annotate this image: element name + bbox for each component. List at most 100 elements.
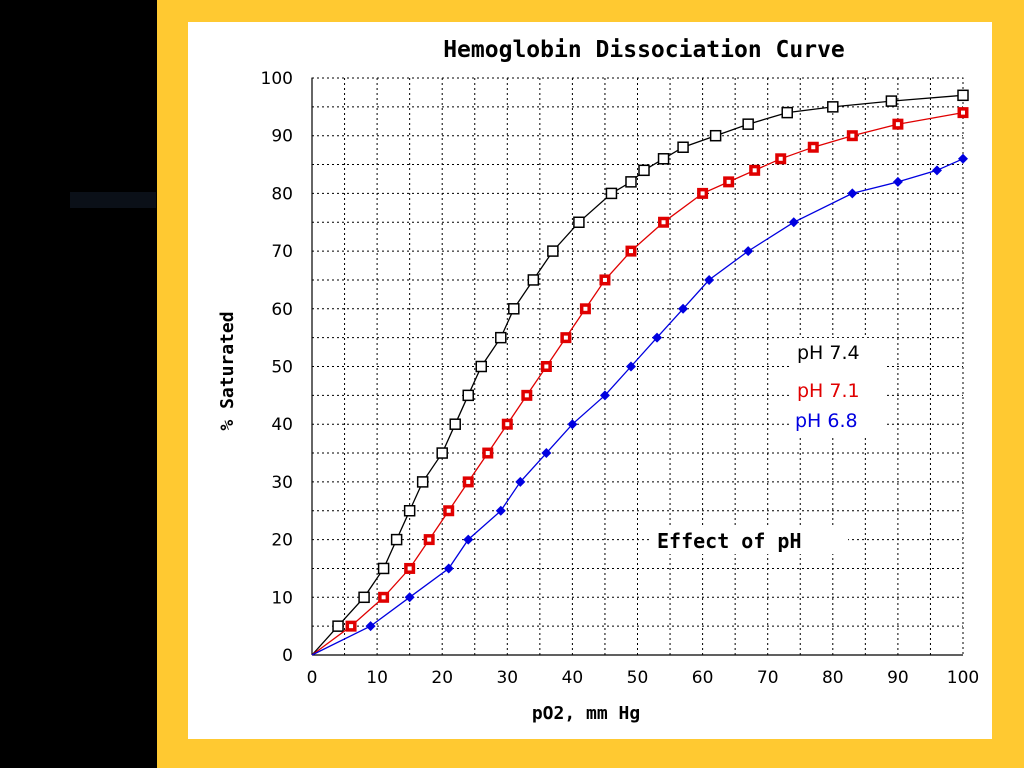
data-point-center: [505, 422, 510, 427]
data-point-center: [485, 451, 490, 456]
data-point: [599, 390, 610, 401]
data-point: [657, 153, 670, 165]
data-point: [332, 620, 344, 632]
y-tick-label: 60: [271, 300, 293, 320]
y-tick-label: 10: [271, 588, 293, 608]
data-point: [957, 89, 969, 102]
data-point: [847, 188, 858, 199]
y-tick-label: 80: [271, 184, 293, 204]
x-tick-label: 90: [887, 668, 909, 688]
data-point: [892, 176, 903, 187]
x-tick-label: 50: [627, 668, 649, 688]
data-point-center: [427, 537, 432, 542]
data-point: [547, 245, 559, 257]
y-tick-label: 40: [271, 415, 293, 435]
series-layer: [311, 89, 969, 656]
data-point-center: [895, 122, 900, 127]
data-point-center: [811, 145, 816, 150]
data-point: [958, 153, 968, 164]
data-point: [527, 274, 540, 286]
data-point-center: [752, 168, 757, 173]
data-point: [390, 533, 403, 546]
x-tick-label: 80: [822, 668, 844, 688]
data-point: [443, 563, 454, 574]
data-point-center: [850, 133, 855, 138]
data-point: [475, 360, 488, 373]
annotation-background: [650, 526, 848, 554]
data-point: [462, 389, 474, 402]
tick-labels: 0 10 20 30 40 50 60 70 80 90 100 0 10 20 30 40 50 60 70 80 9…: [261, 69, 980, 688]
data-point: [638, 164, 650, 177]
data-point-center: [544, 364, 549, 369]
data-point-center: [661, 220, 666, 225]
data-point: [377, 562, 390, 575]
left-black-band: [0, 0, 157, 768]
data-point-center: [726, 179, 731, 184]
legend-entry-ph-7-4: pH 7.4: [797, 342, 860, 364]
series-ph-6-8: [311, 153, 968, 656]
y-tick-label: 20: [271, 531, 293, 551]
data-point: [358, 591, 370, 604]
plot-border: [311, 77, 964, 656]
data-point: [743, 246, 754, 257]
data-point: [541, 448, 552, 459]
x-tick-label: 10: [366, 668, 388, 688]
data-point: [625, 361, 636, 372]
data-point: [463, 534, 474, 545]
data-point: [827, 101, 839, 113]
x-tick-label: 40: [562, 668, 584, 688]
data-point-center: [628, 249, 633, 254]
data-point-center: [778, 156, 783, 161]
data-point: [625, 176, 637, 188]
legend-background: [790, 338, 886, 435]
series-line: [311, 158, 964, 656]
y-tick-label: 90: [271, 127, 293, 147]
x-tick-label: 100: [947, 668, 979, 688]
x-axis-label: pO2, mm Hg: [532, 703, 640, 724]
data-point: [573, 216, 585, 228]
data-point: [495, 331, 507, 344]
legend-entry-ph-6-8: pH 6.8: [795, 410, 858, 432]
axes: [311, 77, 964, 656]
x-tick-label: 20: [431, 668, 453, 688]
y-tick-label: 100: [261, 69, 293, 89]
data-point: [515, 476, 526, 487]
data-point: [704, 274, 715, 285]
data-point-center: [524, 393, 529, 398]
data-point: [449, 418, 461, 430]
y-tick-label: 70: [271, 242, 293, 262]
dark-smudge: [70, 192, 156, 208]
data-point: [781, 106, 793, 119]
data-point: [365, 621, 376, 632]
data-point: [742, 118, 754, 130]
y-tick-label: 30: [271, 473, 293, 493]
series-ph-7-4: [311, 89, 969, 656]
data-point-center: [381, 595, 386, 600]
data-point: [652, 332, 663, 343]
y-axis-label: % Saturated: [217, 311, 238, 430]
data-point-center: [602, 277, 607, 282]
legend-entry-ph-7-1: pH 7.1: [797, 380, 860, 402]
data-point: [677, 141, 689, 153]
x-tick-label: 70: [757, 668, 779, 688]
y-tick-label: 0: [282, 646, 293, 666]
data-point-center: [700, 191, 705, 196]
data-point-center: [583, 306, 588, 311]
x-tick-label: 0: [307, 668, 318, 688]
series-ph-7-1: [311, 107, 969, 656]
data-point-center: [563, 335, 568, 340]
data-point-center: [446, 508, 451, 513]
data-point: [508, 303, 520, 315]
data-point: [885, 95, 898, 107]
grid-lines: [312, 78, 963, 655]
data-point: [567, 419, 578, 430]
y-tick-label: 50: [271, 358, 293, 378]
data-point-center: [349, 624, 354, 629]
data-point: [931, 165, 942, 176]
data-point: [403, 505, 416, 517]
data-point: [404, 592, 415, 603]
data-point: [416, 476, 429, 488]
chart-title: Hemoglobin Dissociation Curve: [443, 37, 845, 63]
data-point: [436, 447, 448, 459]
